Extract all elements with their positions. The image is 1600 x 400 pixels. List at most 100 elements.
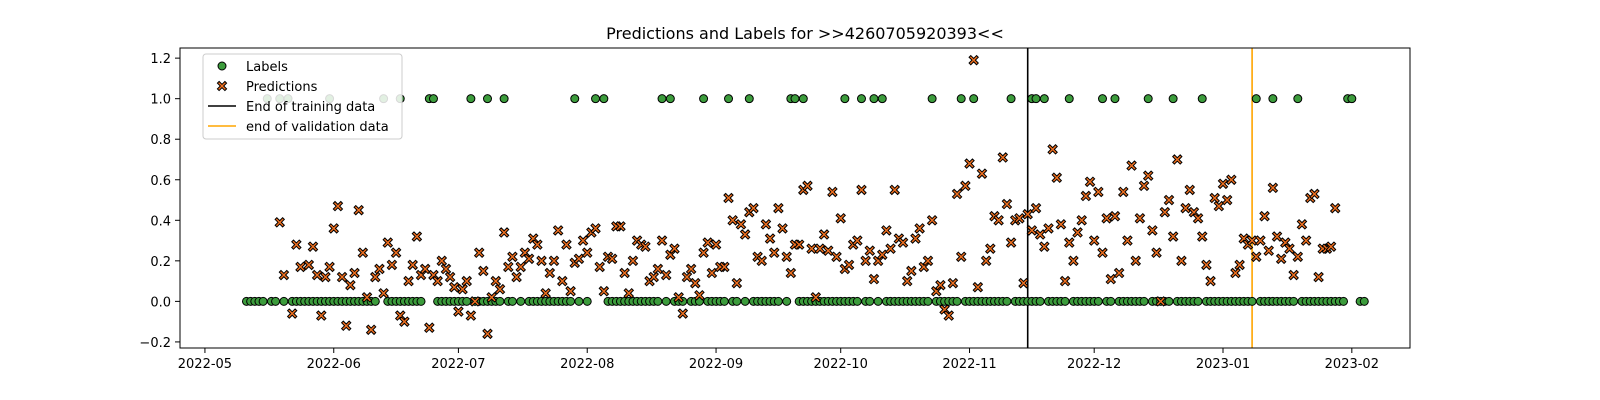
prediction-point — [997, 152, 1009, 163]
prediction-point — [935, 279, 946, 291]
series-predictions — [274, 54, 1341, 340]
x-tick-label: 2023-02 — [1325, 357, 1379, 372]
label-point — [1002, 296, 1012, 306]
prediction-point — [532, 239, 543, 250]
prediction-point — [968, 54, 979, 66]
prediction-point — [561, 239, 572, 250]
prediction-point — [1259, 210, 1270, 222]
prediction-point — [407, 259, 419, 271]
prediction-point — [332, 200, 344, 212]
prediction-point — [1288, 269, 1299, 281]
label-point — [661, 296, 671, 306]
prediction-point — [448, 281, 460, 293]
prediction-point — [852, 235, 863, 246]
prediction-point — [486, 292, 497, 303]
prediction-point — [1055, 219, 1067, 230]
label-point — [969, 94, 979, 104]
label-point — [591, 94, 601, 104]
prediction-point — [573, 253, 585, 265]
label-point — [495, 296, 505, 306]
legend-label: end of validation data — [246, 120, 389, 135]
prediction-point — [1005, 237, 1017, 248]
prediction-point — [295, 261, 306, 273]
prediction-point — [1192, 212, 1204, 224]
prediction-point — [619, 267, 630, 279]
prediction-point — [345, 279, 356, 291]
label-point — [1347, 94, 1357, 104]
prediction-point — [469, 296, 481, 307]
label-point — [1293, 94, 1303, 104]
prediction-point — [1122, 235, 1133, 246]
prediction-point — [615, 221, 626, 232]
prediction-point — [278, 269, 290, 281]
prediction-point — [540, 287, 551, 299]
prediction-point — [1292, 251, 1304, 263]
label-point — [653, 296, 663, 306]
prediction-point — [1039, 241, 1050, 252]
prediction-point — [984, 243, 996, 254]
prediction-point — [1151, 247, 1162, 259]
prediction-point — [960, 180, 971, 192]
legend-label: Labels — [246, 60, 288, 75]
prediction-point — [906, 265, 917, 277]
x-tick-label: 2022-12 — [1067, 357, 1121, 372]
prediction-point — [1221, 194, 1233, 206]
prediction-point — [432, 275, 443, 287]
prediction-point — [307, 241, 319, 252]
label-point — [732, 296, 742, 306]
prediction-point — [1325, 241, 1337, 252]
prediction-point — [565, 285, 576, 297]
plot-area — [241, 48, 1369, 348]
prediction-point — [315, 310, 327, 321]
prediction-point — [773, 202, 784, 214]
prediction-point — [1109, 210, 1121, 222]
label-point — [1031, 94, 1041, 104]
prediction-point — [781, 251, 792, 263]
prediction-point — [511, 271, 522, 283]
legend-swatch-labels — [217, 61, 227, 71]
prediction-point — [324, 261, 335, 273]
label-point — [869, 94, 879, 104]
prediction-point — [876, 249, 888, 261]
x-tick-label: 2023-01 — [1196, 357, 1250, 372]
prediction-point — [748, 202, 759, 214]
prediction-point — [577, 235, 589, 246]
prediction-point — [444, 271, 456, 283]
label-point — [599, 94, 609, 104]
prediction-point — [1059, 275, 1071, 287]
prediction-point — [1226, 174, 1237, 186]
label-point — [507, 296, 517, 306]
prediction-point — [1117, 186, 1129, 198]
prediction-point — [1088, 235, 1100, 246]
label-point — [1168, 94, 1178, 104]
prediction-point — [1271, 231, 1283, 242]
prediction-point — [689, 277, 701, 289]
prediction-point — [1134, 212, 1146, 224]
prediction-point — [1072, 227, 1083, 238]
label-point — [466, 94, 476, 104]
prediction-point — [1275, 253, 1287, 265]
prediction-point — [1068, 255, 1079, 267]
prediction-point — [976, 168, 988, 179]
prediction-point — [1296, 219, 1308, 230]
prediction-point — [1180, 202, 1191, 214]
prediction-point — [669, 243, 680, 254]
y-tick-label: 0.8 — [150, 133, 171, 148]
prediction-point — [951, 188, 963, 200]
prediction-point — [274, 217, 286, 228]
prediction-point — [1309, 188, 1320, 200]
y-tick-label: −0.2 — [139, 336, 171, 351]
label-point — [852, 296, 862, 306]
prediction-point — [623, 287, 635, 299]
prediction-point — [723, 192, 734, 204]
prediction-point — [465, 310, 477, 321]
prediction-point — [349, 267, 360, 279]
prediction-point — [731, 277, 743, 289]
label-point — [877, 94, 887, 104]
prediction-point — [1246, 235, 1258, 246]
prediction-point — [482, 328, 493, 340]
prediction-point — [1076, 214, 1088, 226]
prediction-point — [328, 223, 340, 234]
prediction-point — [1300, 235, 1312, 246]
prediction-point — [1155, 296, 1166, 307]
